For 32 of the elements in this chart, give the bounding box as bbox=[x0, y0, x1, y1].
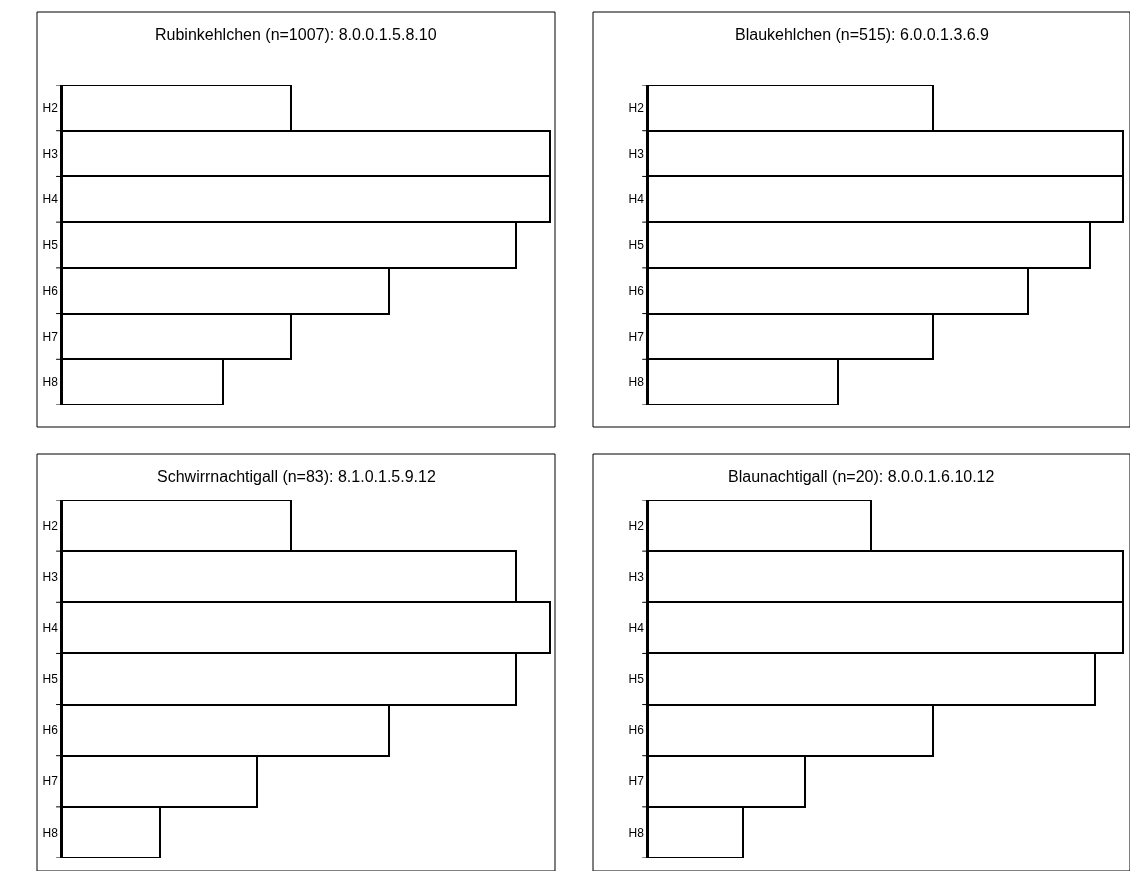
y-tick-label: H2 bbox=[42, 518, 59, 533]
y-tick-label: H5 bbox=[42, 672, 59, 687]
y-tick-label: H4 bbox=[42, 192, 59, 207]
chart-title: Blaukehlchen (n=515): 6.0.0.1.3.6.9 bbox=[735, 26, 990, 43]
y-tick-label: H7 bbox=[42, 329, 59, 344]
y-tick-label: H3 bbox=[42, 146, 59, 161]
y-tick-label: H3 bbox=[628, 146, 645, 161]
y-tick-label: H8 bbox=[628, 825, 645, 840]
y-tick-label: H8 bbox=[42, 825, 59, 840]
chart-title: Blaunachtigall (n=20): 8.0.0.1.6.10.12 bbox=[728, 468, 995, 485]
y-tick-label: H2 bbox=[628, 101, 645, 116]
y-tick-label: H8 bbox=[42, 375, 59, 390]
y-tick-label: H8 bbox=[628, 375, 645, 390]
y-tick-label: H7 bbox=[628, 329, 645, 344]
y-tick-label: H4 bbox=[628, 192, 645, 207]
y-tick-label: H2 bbox=[628, 518, 645, 533]
y-tick-label: H3 bbox=[628, 569, 645, 584]
y-tick-label: H5 bbox=[628, 238, 645, 253]
y-tick-label: H4 bbox=[42, 621, 59, 636]
y-tick-label: H6 bbox=[628, 283, 645, 298]
y-tick-label: H3 bbox=[42, 569, 59, 584]
chart-title: Schwirrnachtigall (n=83): 8.1.0.1.5.9.12 bbox=[157, 468, 436, 485]
y-tick-label: H7 bbox=[42, 774, 59, 789]
y-tick-label: H4 bbox=[628, 621, 645, 636]
y-tick-label: H5 bbox=[42, 238, 59, 253]
y-tick-label: H6 bbox=[42, 283, 59, 298]
y-tick-label: H7 bbox=[628, 774, 645, 789]
y-tick-label: H5 bbox=[628, 672, 645, 687]
y-tick-label: H2 bbox=[42, 101, 59, 116]
y-tick-label: H6 bbox=[628, 723, 645, 738]
chart-title: Rubinkehlchen (n=1007): 8.0.0.1.5.8.10 bbox=[155, 26, 437, 43]
y-tick-label: H6 bbox=[42, 723, 59, 738]
